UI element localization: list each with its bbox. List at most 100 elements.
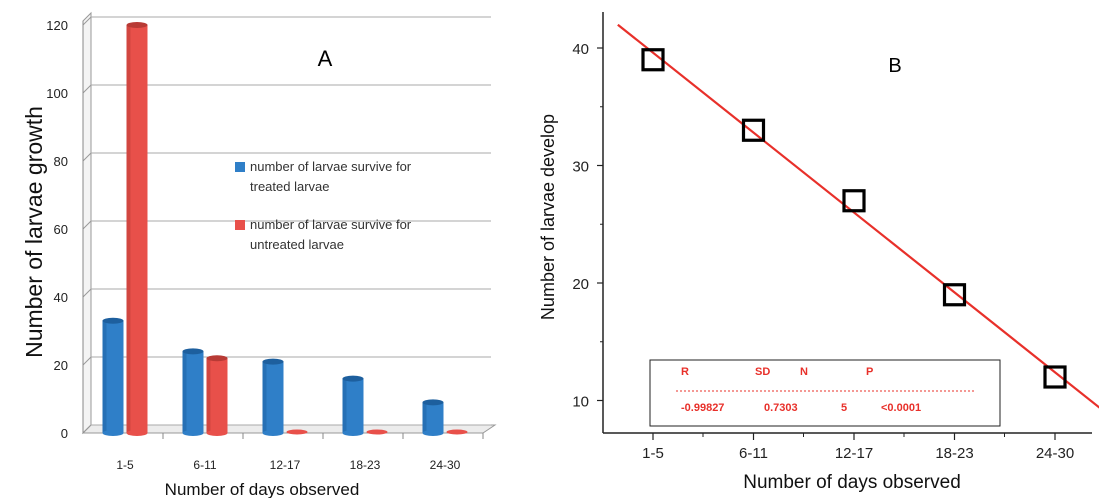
bar-top-cap xyxy=(422,399,444,406)
bar-zero-disc xyxy=(286,429,308,435)
chart-b-data-point xyxy=(641,48,665,72)
chart-b-data-point xyxy=(842,189,866,213)
bar-untreated xyxy=(366,429,388,435)
bar-shade xyxy=(126,25,131,433)
chart-a-x-tick-label: 1-5 xyxy=(116,458,134,472)
chart-b-fit-line-group xyxy=(617,23,1099,409)
chart-b-y-tick-label: 20 xyxy=(572,276,589,293)
legend-swatch-treated xyxy=(235,162,245,172)
chart-a-y-tick-label: 40 xyxy=(54,290,68,305)
chart-a-legend: number of larvae survive for treated lar… xyxy=(235,159,412,252)
chart-a-x-tick-label: 6-11 xyxy=(193,458,216,472)
bar-body xyxy=(126,25,148,433)
chart-a-bars xyxy=(102,22,468,436)
chart-a-grid-diagonal xyxy=(82,16,92,26)
bar-body xyxy=(342,378,364,433)
bar-body xyxy=(422,402,444,433)
bar-bottom-cap xyxy=(262,430,284,436)
stats-value-sd: 0.7303 xyxy=(764,402,798,414)
stats-header-r: R xyxy=(681,366,689,378)
chart-b-y-tick-label: 40 xyxy=(572,41,589,58)
bar-body xyxy=(182,351,204,433)
legend-swatch-untreated xyxy=(235,220,245,230)
chart-a-grid-diagonal xyxy=(82,152,92,162)
chart-b-data-point xyxy=(741,118,766,142)
bar-shade xyxy=(262,361,267,433)
chart-b-x-tick-label: 1-5 xyxy=(642,445,664,462)
chart-b-y-tick-labels: 10 20 30 40 xyxy=(572,41,589,411)
chart-b-y-axis-label: Number of larvae develop xyxy=(538,114,558,320)
chart-a-x-tick-label: 18-23 xyxy=(350,458,381,472)
bar-treated xyxy=(422,399,444,436)
bar-treated xyxy=(262,358,284,436)
legend-label-treated-line1: number of larvae survive for xyxy=(250,159,412,174)
bar-bottom-cap xyxy=(206,430,228,436)
chart-a-y-tick-label: 100 xyxy=(46,86,68,101)
chart-b-stats-box: R SD N P -0.99827 0.7303 5 <0.0001 xyxy=(649,359,1001,427)
bar-untreated xyxy=(206,355,228,436)
chart-a-x-axis-label: Number of days observed xyxy=(165,480,360,498)
chart-a-y-tick-label: 120 xyxy=(46,18,68,33)
legend-label-untreated-line2: untreated larvae xyxy=(250,237,344,252)
stats-value-r: -0.99827 xyxy=(681,402,724,414)
stats-box-frame xyxy=(649,359,1001,427)
chart-b-data-point xyxy=(942,283,967,307)
chart-b-x-tick-labels: 1-5 6-11 12-17 18-23 24-30 xyxy=(642,445,1074,462)
bar-top-cap xyxy=(342,375,364,382)
chart-a-side-wall xyxy=(82,11,92,435)
bar-untreated xyxy=(286,429,308,435)
bar-shade xyxy=(422,402,427,433)
bar-top-cap xyxy=(102,317,124,324)
chart-b-x-tick-label: 24-30 xyxy=(1036,445,1074,462)
bar-top-cap xyxy=(262,358,284,365)
chart-a-x-tick-label: 24-30 xyxy=(430,458,461,472)
bar-chart-a: 0 20 40 60 80 100 120 1-5 6-11 12-17 18-23 24-30 A… xyxy=(21,11,497,498)
bar-bottom-cap xyxy=(126,430,148,436)
bar-bottom-cap xyxy=(422,430,444,436)
stats-header-sd: SD xyxy=(755,366,770,378)
chart-a-y-tick-label: 80 xyxy=(54,154,68,169)
bar-bottom-cap xyxy=(342,430,364,436)
chart-b-fit-line xyxy=(617,23,1099,409)
chart-b-points xyxy=(641,48,1067,389)
chart-b-y-tick-label: 10 xyxy=(572,394,589,411)
bar-treated xyxy=(102,317,124,436)
bar-treated xyxy=(182,348,204,436)
chart-b-x-tick-label: 18-23 xyxy=(935,445,973,462)
chart-b-y-tick-label: 30 xyxy=(572,159,589,176)
chart-a-grid-diagonal xyxy=(82,84,92,94)
stats-header-p: P xyxy=(866,366,873,378)
bar-treated xyxy=(342,375,364,436)
chart-a-y-tick-label: 20 xyxy=(54,358,68,373)
bar-top-cap xyxy=(182,348,204,355)
chart-a-panel-label: A xyxy=(318,46,333,71)
bar-zero-disc xyxy=(366,429,388,435)
bar-untreated xyxy=(126,22,148,436)
bar-untreated xyxy=(446,429,468,435)
stats-value-p: <0.0001 xyxy=(881,402,921,414)
chart-b-data-point xyxy=(1043,365,1067,389)
scatter-chart-b: 10 20 30 40 1-5 6-11 12-17 18-23 24-30 R SD N P… xyxy=(538,12,1099,493)
bar-top-cap xyxy=(126,22,148,28)
bar-shade xyxy=(342,378,347,433)
chart-b-x-axis-label: Number of days observed xyxy=(743,472,961,493)
chart-a-x-tick-labels: 1-5 6-11 12-17 18-23 24-30 xyxy=(116,433,484,472)
chart-a-x-tick-label: 12-17 xyxy=(270,458,301,472)
legend-label-treated-line2: treated larvae xyxy=(250,179,330,194)
bar-body xyxy=(102,320,124,433)
bar-top-cap xyxy=(206,355,228,362)
bar-body xyxy=(262,361,284,433)
bar-shade xyxy=(102,320,107,433)
legend-label-untreated-line1: number of larvae survive for xyxy=(250,217,412,232)
chart-b-x-tick-label: 6-11 xyxy=(739,445,768,462)
chart-a-grid-diagonal xyxy=(82,356,92,366)
chart-a-y-tick-label: 0 xyxy=(61,426,68,441)
bar-zero-disc xyxy=(446,429,468,435)
bar-bottom-cap xyxy=(102,430,124,436)
chart-a-y-axis-label: Number of larvae growth xyxy=(21,106,47,358)
chart-b-x-tick-label: 12-17 xyxy=(835,445,873,462)
chart-a-grid-diagonal xyxy=(82,220,92,230)
stats-value-n: 5 xyxy=(841,402,847,414)
chart-a-y-tick-labels: 0 20 40 60 80 100 120 xyxy=(46,18,68,441)
